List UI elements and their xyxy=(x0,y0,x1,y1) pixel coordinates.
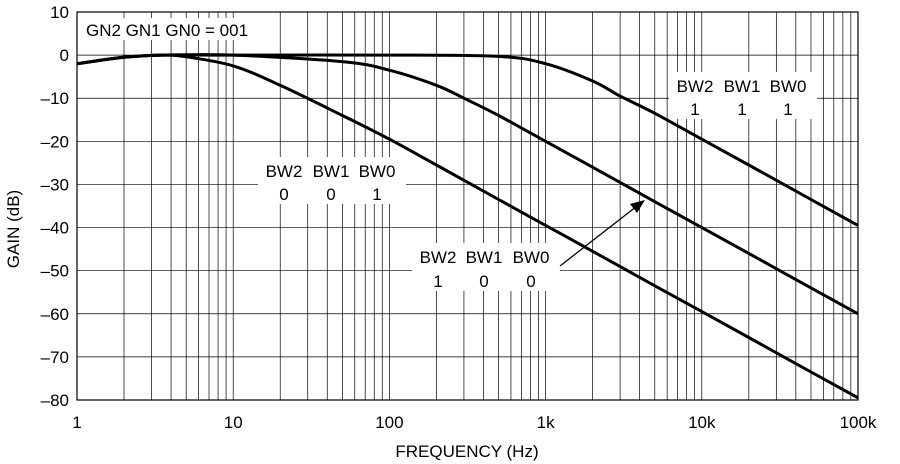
bw-100-v2: 1 xyxy=(433,272,442,291)
y-tick-label: –20 xyxy=(41,132,69,151)
series-line-2 xyxy=(76,53,859,227)
bw-001-bw1: BW1 xyxy=(313,162,350,181)
grid xyxy=(76,11,858,401)
x-tick-label: 100k xyxy=(840,413,877,432)
y-tick-label: –40 xyxy=(41,219,69,238)
y-tick-label: –70 xyxy=(41,348,69,367)
bw-111-v1: 1 xyxy=(737,100,746,119)
bw-111-bw0: BW0 xyxy=(770,77,807,96)
bw-001-v2: 0 xyxy=(279,185,288,204)
bw-001-label: BW2 BW1 BW0 0 0 1 xyxy=(258,157,406,204)
x-tick-label: 10k xyxy=(688,413,716,432)
bw-100-label: BW2 BW1 BW0 1 0 0 xyxy=(412,243,560,291)
bw-001-v1: 0 xyxy=(326,185,335,204)
bw-100-bw1: BW1 xyxy=(466,248,503,267)
plot-frame xyxy=(76,11,859,401)
tick-labels: 1 10 100 1k 10k 100k100–10–20–30–40–50–60–70–… xyxy=(41,3,877,432)
bw-100-bw2: BW2 xyxy=(420,248,457,267)
y-tick-label: –80 xyxy=(41,391,69,410)
y-tick-label: –60 xyxy=(41,305,69,324)
bw-111-v0: 1 xyxy=(783,100,792,119)
x-axis-title: FREQUENCY (Hz) xyxy=(395,442,538,461)
bw-001-v0: 1 xyxy=(372,185,381,204)
y-tick-label: 0 xyxy=(60,46,69,65)
x-tick-label: 1k xyxy=(537,413,555,432)
annotation-arrow xyxy=(559,200,645,267)
gain-setting-label: GN2 GN1 GN0 = 001 xyxy=(82,18,258,40)
x-tick-label: 100 xyxy=(375,413,403,432)
gain-setting-text: GN2 GN1 GN0 = 001 xyxy=(86,21,248,40)
x-tick-label: 1 xyxy=(72,413,81,432)
bw-100-v0: 0 xyxy=(526,272,535,291)
y-tick-label: –50 xyxy=(41,262,69,281)
y-tick-label: 10 xyxy=(50,3,69,22)
y-tick-label: –10 xyxy=(41,89,69,108)
x-tick-label: 10 xyxy=(224,413,243,432)
bw-001-bw0: BW0 xyxy=(359,162,396,181)
bw-100-v1: 0 xyxy=(479,272,488,291)
bw-111-bw2: BW2 xyxy=(677,77,714,96)
y-axis-title: GAIN (dB) xyxy=(4,190,23,268)
bw-111-label: BW2 BW1 BW0 1 1 1 xyxy=(669,72,817,119)
bw-111-bw1: BW1 xyxy=(724,77,761,96)
y-tick-label: –30 xyxy=(41,175,69,194)
bw-001-bw2: BW2 xyxy=(266,162,303,181)
bw-111-v2: 1 xyxy=(690,100,699,119)
curves xyxy=(76,53,859,400)
bw-100-bw0: BW0 xyxy=(513,248,550,267)
